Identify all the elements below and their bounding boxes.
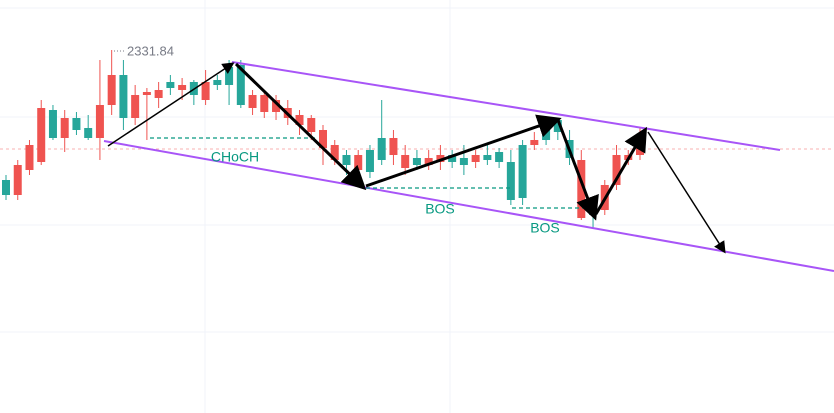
candle-body bbox=[459, 158, 468, 165]
candle-body bbox=[307, 118, 316, 132]
candle-body bbox=[119, 75, 128, 118]
candle-body bbox=[213, 80, 222, 85]
candle-body bbox=[319, 130, 327, 148]
candle-body bbox=[424, 158, 433, 165]
candle-body bbox=[60, 118, 69, 138]
candle-body bbox=[142, 92, 151, 95]
channel-line bbox=[103, 140, 834, 272]
candle-body bbox=[25, 145, 34, 170]
candle-body bbox=[542, 128, 551, 140]
candle-body bbox=[166, 82, 175, 88]
candle-body bbox=[518, 145, 527, 198]
channel-line bbox=[231, 61, 781, 151]
candle-body bbox=[365, 150, 374, 172]
candle-body bbox=[471, 155, 480, 162]
arrow bbox=[647, 131, 726, 254]
candle-body bbox=[154, 90, 163, 98]
candle-body bbox=[330, 145, 339, 160]
candle-body bbox=[131, 95, 140, 118]
candle-body bbox=[342, 155, 351, 165]
bos-label: BOS bbox=[425, 201, 455, 217]
candle-body bbox=[506, 162, 515, 200]
candle-body bbox=[48, 110, 57, 138]
candle-body bbox=[295, 115, 304, 125]
choch-label: CHoCH bbox=[211, 149, 259, 165]
candle-body bbox=[37, 108, 46, 162]
arrow bbox=[234, 62, 367, 191]
candle-body bbox=[412, 158, 421, 165]
candle-body bbox=[495, 152, 504, 162]
candle-body bbox=[236, 65, 245, 105]
candle-body bbox=[201, 82, 210, 100]
candle-body bbox=[107, 75, 116, 105]
candle-body bbox=[436, 155, 445, 162]
arrow bbox=[594, 126, 648, 215]
candle-body bbox=[260, 95, 269, 112]
candle-body bbox=[248, 95, 257, 108]
candle-body bbox=[389, 138, 398, 155]
candle-body bbox=[612, 155, 621, 185]
arrow bbox=[365, 114, 562, 188]
candle-body bbox=[377, 138, 386, 160]
candle-body bbox=[95, 105, 104, 138]
candle-body bbox=[13, 165, 22, 195]
candle-body bbox=[84, 128, 93, 138]
candle-body bbox=[483, 155, 492, 160]
candle-body bbox=[530, 140, 539, 145]
drawings: 2331.84 CHoCH BOS BOS bbox=[103, 43, 834, 272]
candle-body bbox=[448, 155, 457, 162]
arrow bbox=[556, 119, 599, 221]
high-marker: 2331.84 bbox=[127, 43, 174, 58]
candle-body bbox=[354, 155, 363, 170]
arrow bbox=[107, 62, 235, 147]
candle-body bbox=[2, 180, 10, 195]
candle-body bbox=[178, 85, 187, 90]
candle-body bbox=[225, 67, 234, 85]
candle-body bbox=[272, 100, 281, 112]
candle-body bbox=[72, 118, 81, 130]
candle-body bbox=[577, 160, 586, 218]
bos-label: BOS bbox=[530, 220, 560, 236]
candle-body bbox=[401, 155, 410, 168]
